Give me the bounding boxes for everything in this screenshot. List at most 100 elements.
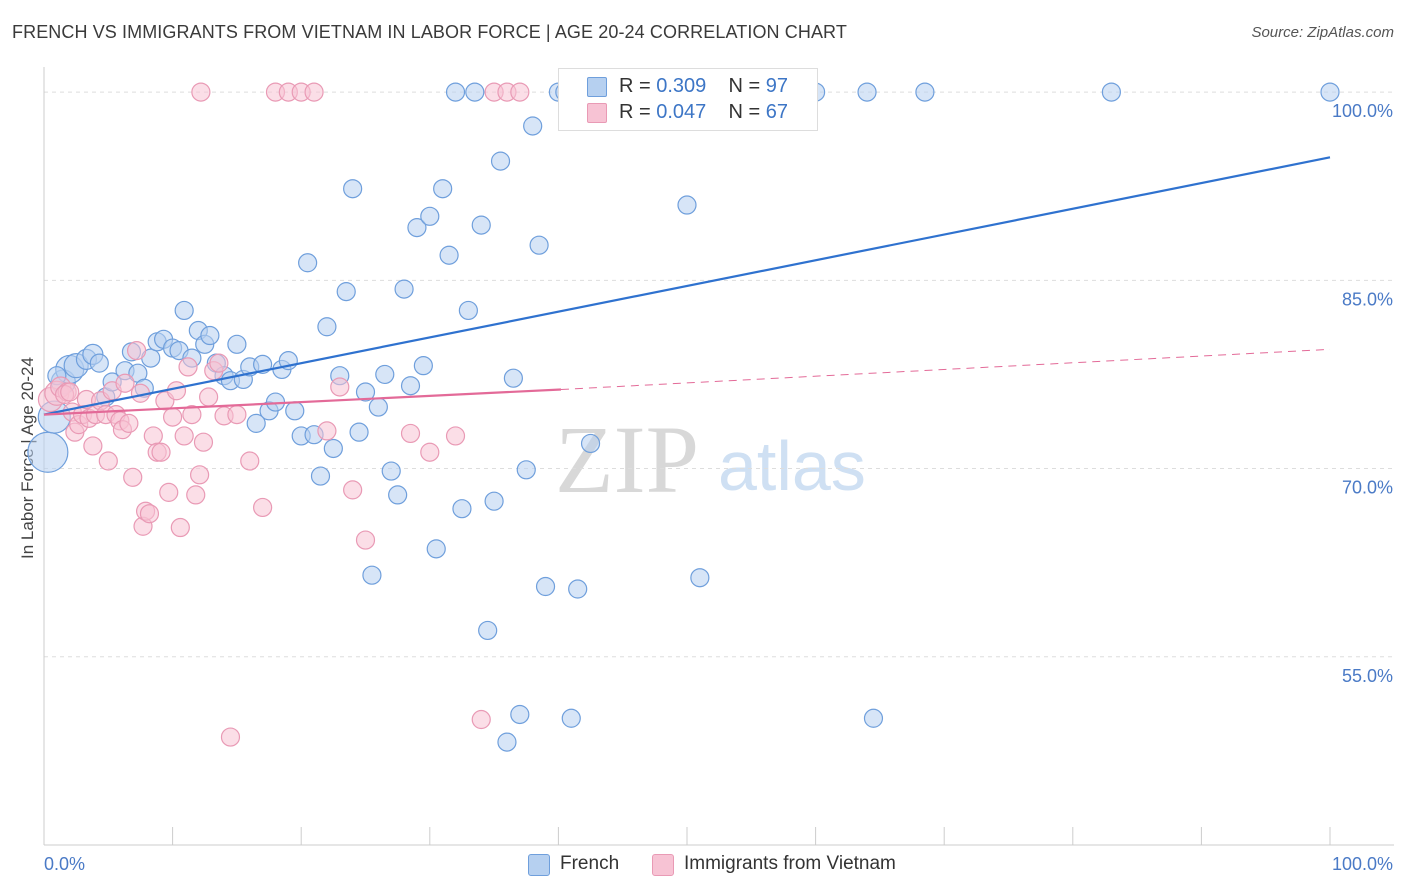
french-point-41 bbox=[317, 317, 337, 337]
french-point-27 bbox=[227, 334, 247, 354]
french-trend-line bbox=[43, 156, 1331, 416]
x-tick-label-1: 100.0% bbox=[1332, 854, 1393, 874]
vietnam-trend-extension bbox=[560, 348, 1331, 390]
french-point-53 bbox=[394, 279, 414, 299]
french-point-42 bbox=[323, 438, 343, 459]
french-point-72 bbox=[516, 460, 536, 480]
french-point-7 bbox=[89, 353, 109, 373]
vietnam-point-27 bbox=[143, 426, 163, 446]
french-point-75 bbox=[535, 576, 556, 597]
legend-label-french: French bbox=[560, 853, 620, 874]
french-point-85 bbox=[690, 568, 710, 588]
vietnam-point-54 bbox=[330, 377, 350, 397]
vietnam-point-22 bbox=[126, 340, 147, 361]
french-point-60 bbox=[439, 245, 459, 265]
french-point-67 bbox=[484, 491, 504, 511]
french-point-79 bbox=[568, 579, 588, 599]
french-point-58 bbox=[426, 539, 446, 559]
french-point-91 bbox=[915, 82, 935, 102]
vietnam-point-31 bbox=[159, 482, 179, 502]
french-point-46 bbox=[349, 422, 369, 442]
vietnam-point-46 bbox=[227, 404, 247, 425]
french-point-56 bbox=[413, 356, 433, 376]
y-tick-label-3: 100.0% bbox=[1332, 101, 1393, 121]
french-point-61 bbox=[445, 82, 466, 102]
french-point-74 bbox=[529, 235, 549, 255]
french-point-40 bbox=[310, 466, 331, 486]
vietnam-point-10 bbox=[83, 436, 103, 456]
legend-label-vietnam: Immigrants from Vietnam bbox=[684, 853, 896, 874]
vietnam-point-55 bbox=[343, 480, 363, 500]
vietnam-point-14 bbox=[98, 451, 118, 471]
french-point-49 bbox=[368, 397, 388, 417]
series-legend: French Immigrants from Vietnam bbox=[0, 853, 1406, 877]
french-point-69 bbox=[497, 732, 517, 752]
legend-swatch-vietnam bbox=[587, 103, 607, 123]
vietnam-point-26 bbox=[139, 504, 160, 524]
french-point-71 bbox=[510, 704, 530, 725]
vietnam-points bbox=[37, 82, 530, 747]
french-point-23 bbox=[200, 325, 220, 346]
french-point-59 bbox=[433, 179, 453, 199]
vietnam-point-34 bbox=[170, 517, 190, 538]
french-point-57 bbox=[420, 206, 440, 226]
french-point-55 bbox=[407, 218, 427, 238]
french-point-84 bbox=[677, 195, 697, 215]
french-point-66 bbox=[478, 620, 498, 641]
legend-text-french: R = 0.309 N = 97 bbox=[619, 75, 789, 97]
vietnam-point-59 bbox=[445, 426, 466, 446]
french-point-81 bbox=[580, 433, 601, 454]
vietnam-point-52 bbox=[304, 82, 324, 102]
vietnam-point-19 bbox=[115, 373, 135, 393]
french-point-62 bbox=[452, 499, 472, 519]
source-label: Source: ZipAtlas.com bbox=[1251, 24, 1394, 41]
vietnam-point-33 bbox=[166, 381, 187, 401]
trend-lines bbox=[43, 156, 1331, 416]
french-point-47 bbox=[355, 382, 376, 402]
vietnam-trend-line bbox=[43, 388, 562, 416]
vietnam-point-47 bbox=[240, 451, 260, 471]
stats-legend: R = 0.309 N = 97 R = 0.047 N = 67 bbox=[558, 68, 818, 131]
y-tick-label-1: 70.0% bbox=[1342, 478, 1393, 498]
french-point-89 bbox=[857, 82, 877, 102]
chart-title: FRENCH VS IMMIGRANTS FROM VIETNAM IN LAB… bbox=[12, 22, 847, 42]
french-point-38 bbox=[298, 253, 318, 273]
vietnam-point-57 bbox=[400, 423, 421, 444]
vietnam-point-63 bbox=[510, 82, 530, 102]
legend-swatch-french-bottom bbox=[528, 854, 550, 876]
vietnam-point-66 bbox=[191, 82, 211, 102]
legend-swatch-vietnam-bottom bbox=[652, 854, 674, 876]
legend-swatch-french bbox=[587, 77, 607, 97]
french-point-19 bbox=[174, 300, 194, 321]
tick-labels: 55.0% 70.0% 85.0% 100.0% 0.0% 100.0% bbox=[44, 101, 1393, 874]
vietnam-point-56 bbox=[355, 530, 376, 550]
french-point-50 bbox=[375, 364, 395, 385]
french-point-48 bbox=[362, 565, 382, 585]
french-point-54 bbox=[400, 376, 421, 396]
french-point-78 bbox=[561, 708, 581, 728]
french-point-92 bbox=[1101, 82, 1121, 102]
french-point-0 bbox=[27, 431, 69, 473]
french-point-52 bbox=[388, 485, 408, 505]
vietnam-point-48 bbox=[253, 497, 273, 518]
french-point-44 bbox=[336, 282, 356, 302]
french-point-45 bbox=[343, 179, 363, 199]
french-point-90 bbox=[863, 708, 884, 728]
vietnam-point-53 bbox=[317, 421, 337, 441]
vietnam-point-38 bbox=[186, 485, 206, 505]
vietnam-point-32 bbox=[163, 407, 183, 427]
vietnam-point-21 bbox=[123, 467, 143, 487]
vietnam-point-20 bbox=[119, 413, 139, 433]
vietnam-point-45 bbox=[220, 727, 241, 747]
y-tick-label-2: 85.0% bbox=[1342, 289, 1393, 309]
french-point-93 bbox=[1320, 82, 1340, 102]
french-point-73 bbox=[523, 116, 543, 136]
vietnam-point-43 bbox=[209, 353, 229, 373]
vietnam-point-58 bbox=[420, 442, 440, 462]
french-point-30 bbox=[246, 413, 266, 433]
vietnam-point-39 bbox=[190, 465, 210, 485]
y-tick-label-0: 55.0% bbox=[1342, 666, 1393, 686]
french-point-65 bbox=[471, 215, 491, 235]
vietnam-point-65 bbox=[60, 382, 80, 402]
